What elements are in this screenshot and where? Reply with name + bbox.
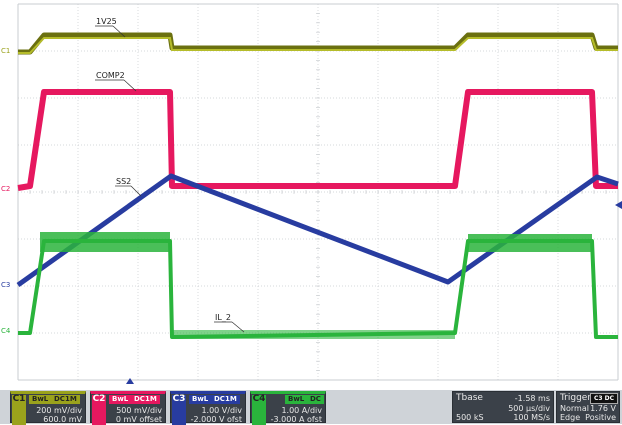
trigger-panel[interactable]: Trigger C3 DC Normal 1.76 V Edge Positiv… [556, 391, 620, 423]
channel-number: C1 [12, 395, 26, 425]
trace-label-1v25: 1V25 [96, 17, 117, 26]
timebase-samples: 500 kS [456, 413, 484, 422]
vertical-offset: -2.000 V ofst [190, 415, 242, 424]
label-leader [231, 321, 245, 333]
trace-il2-ripple [172, 330, 455, 339]
channel-panel-c2[interactable]: C2 BwL DC1M 500 mV/div 0 mV offset [90, 391, 166, 425]
vertical-scale: 500 mV/div [116, 406, 162, 415]
coupling-tag: DC1M [211, 395, 240, 404]
trace-il2-ripple [468, 234, 592, 252]
trace-comp2 [17, 89, 618, 191]
coupling-tag: DC1M [131, 395, 160, 404]
channel-marker-c3[interactable]: C3 [1, 281, 10, 289]
timebase-rate: 100 MS/s [513, 413, 550, 422]
label-leader [112, 25, 126, 38]
trigger-level: 1.76 V [590, 404, 616, 413]
channel-marker-c4[interactable]: C4 [1, 327, 11, 335]
trigger-slope: Positive [585, 413, 616, 422]
channel-marker-c1[interactable]: C1 [1, 47, 10, 55]
timebase-per-div: 500 µs/div [508, 404, 550, 413]
vertical-scale: 200 mV/div [36, 406, 82, 415]
channel-number: C4 [252, 395, 266, 425]
label-leader [123, 79, 137, 92]
vertical-offset: -3.000 A ofst [270, 415, 322, 424]
graticule [17, 3, 619, 381]
label-leader [130, 185, 142, 197]
trigger-type: Edge [560, 413, 581, 422]
trigger-title: Trigger [560, 393, 592, 403]
trigger-source-tag: C3 DC [589, 393, 618, 404]
channel-number: C2 [92, 395, 106, 425]
timebase-panel[interactable]: Tbase -1.58 ms 500 µs/div 500 kS 100 MS/… [452, 391, 554, 423]
coupling-tag: DC1M [51, 395, 80, 404]
channel-number: C3 [172, 395, 186, 425]
trace-label-il2: IL_2 [215, 313, 231, 322]
timebase-delay: -1.58 ms [514, 394, 550, 403]
vertical-offset: 0 mV offset [115, 415, 162, 424]
trace-label-ss2: SS2 [116, 177, 131, 186]
timebase-title: Tbase [456, 393, 483, 403]
trigger-level-marker[interactable] [615, 201, 622, 209]
trigger-mode: Normal [560, 404, 589, 413]
channel-marker-c2[interactable]: C2 [1, 185, 10, 193]
vertical-offset: 600.0 mV [43, 415, 82, 424]
waveform-canvas[interactable]: 1V25 COMP2 SS2 IL_2 C1 C2 C3 C4 [0, 0, 622, 390]
trace-il2-ripple [40, 232, 170, 252]
status-bar: C1 BwL DC1M 200 mV/div 600.0 mV C2 BwL D… [0, 390, 622, 425]
bandwidth-limit-tag: BwL [285, 395, 308, 404]
bandwidth-limit-tag: BwL [189, 395, 212, 404]
vertical-scale: 1.00 A/div [281, 406, 322, 415]
bandwidth-limit-tag: BwL [29, 395, 52, 404]
coupling-tag: DC [307, 395, 324, 404]
trace-label-comp2: COMP2 [96, 71, 125, 80]
channel-panel-c4[interactable]: C4 BwL DC 1.00 A/div -3.000 A ofst [250, 391, 326, 425]
vertical-scale: 1.00 V/div [201, 406, 242, 415]
trace-1v25-overlay [18, 37, 618, 54]
bandwidth-limit-tag: BwL [109, 395, 132, 404]
channel-panel-c1[interactable]: C1 BwL DC1M 200 mV/div 600.0 mV [10, 391, 86, 425]
scope-display[interactable]: 1V25 COMP2 SS2 IL_2 C1 C2 C3 C4 [0, 0, 622, 390]
trace-ss2 [16, 173, 619, 288]
channel-panel-c3[interactable]: C3 BwL DC1M 1.00 V/div -2.000 V ofst [170, 391, 246, 425]
trigger-position-marker[interactable] [126, 378, 134, 384]
